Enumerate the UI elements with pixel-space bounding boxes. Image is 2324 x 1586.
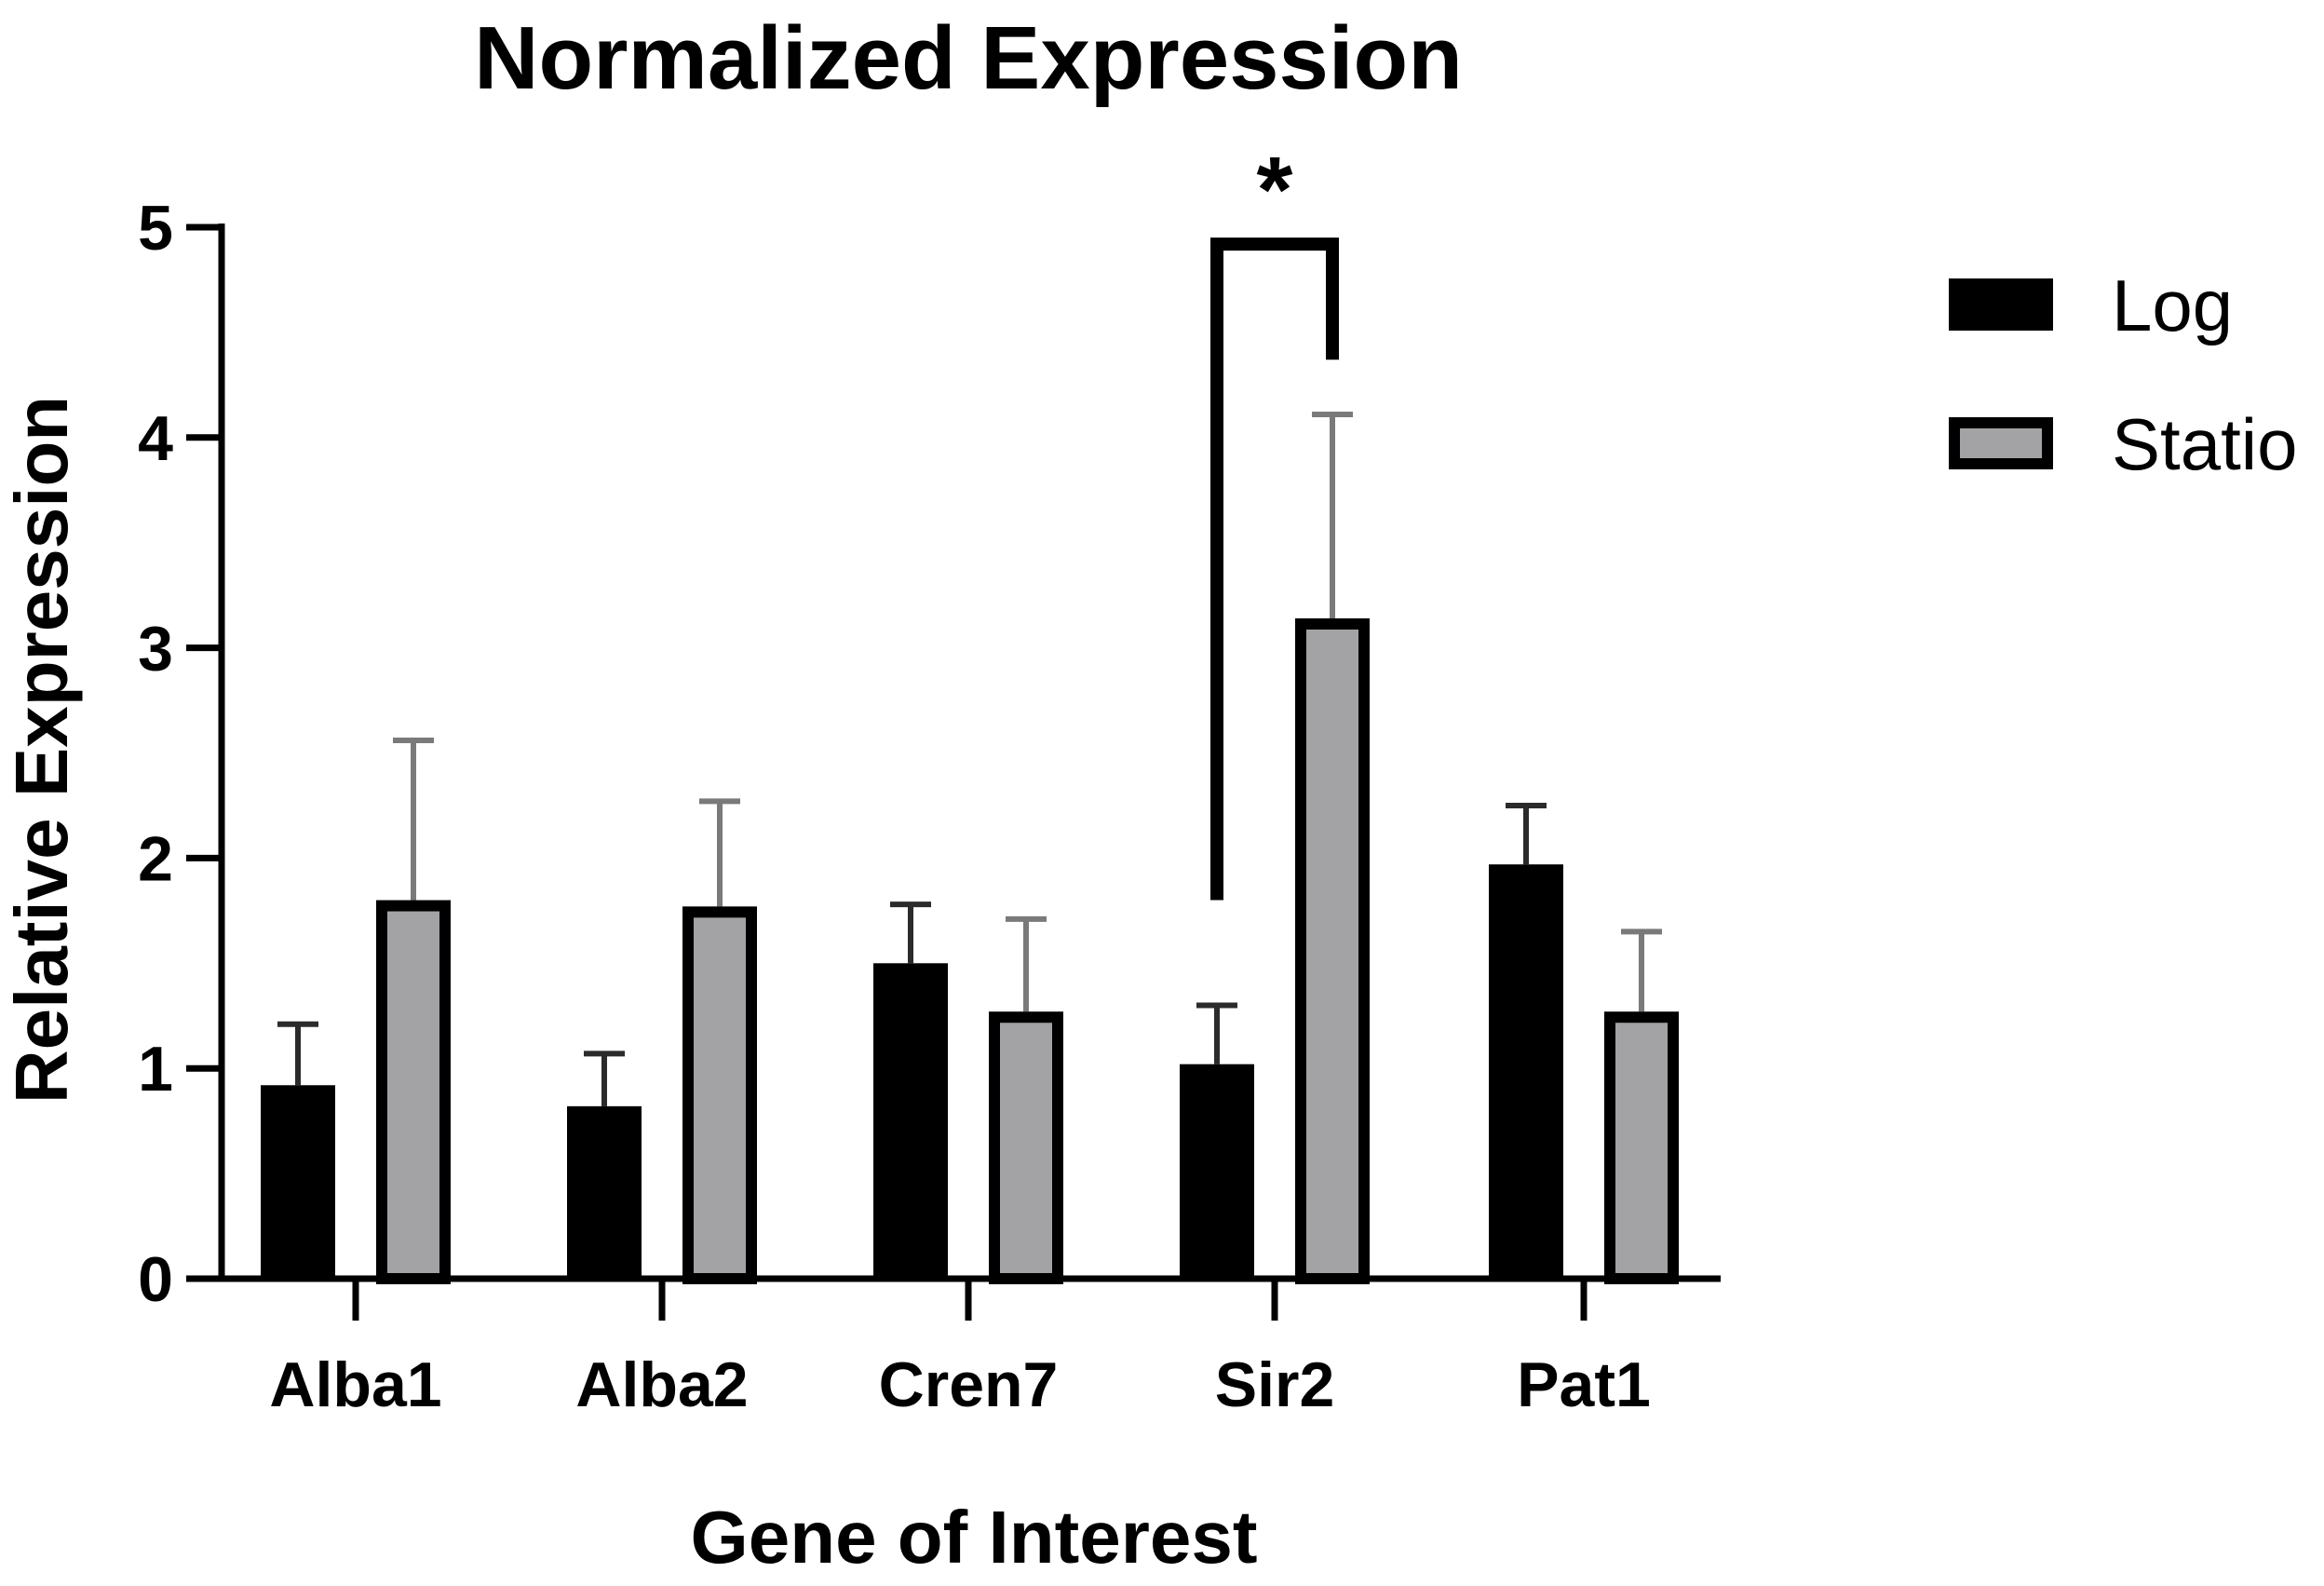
bar-statio-pat1 bbox=[1604, 1011, 1679, 1284]
y-tick-label-4: 4 bbox=[138, 403, 173, 474]
x-axis-title: Gene of Interest bbox=[690, 1496, 1257, 1579]
plot-area: 0 1 2 3 4 5 Alba1 Alba2 Cren7 Sir2 Pat1 * bbox=[138, 138, 1721, 1420]
bar-log-cren7 bbox=[873, 963, 948, 1279]
y-tick-label-5: 5 bbox=[138, 193, 173, 264]
bar-log-alba2 bbox=[567, 1105, 642, 1279]
significance-star: * bbox=[1257, 138, 1293, 242]
x-tick-label-cren7: Cren7 bbox=[879, 1349, 1059, 1420]
y-tick-label-2: 2 bbox=[138, 823, 173, 894]
bar-statio-sir2 bbox=[1295, 617, 1370, 1284]
bar-log-sir2 bbox=[1180, 1064, 1254, 1279]
y-tick-label-3: 3 bbox=[138, 614, 173, 685]
legend-swatch-statio bbox=[1949, 417, 2053, 469]
x-tick-label-alba2: Alba2 bbox=[575, 1349, 748, 1420]
x-tick-label-alba1: Alba1 bbox=[269, 1349, 441, 1420]
bar-statio-alba1 bbox=[376, 900, 451, 1284]
bar-statio-alba2 bbox=[682, 906, 757, 1284]
bar-statio-cren7 bbox=[989, 1011, 1063, 1284]
x-tick-label-pat1: Pat1 bbox=[1517, 1349, 1651, 1420]
chart-title: Normalized Expression bbox=[474, 8, 1463, 108]
legend-label-log: Log bbox=[2112, 264, 2233, 346]
y-tick-label-1: 1 bbox=[138, 1034, 173, 1105]
legend-label-statio: Statio bbox=[2112, 403, 2297, 485]
y-axis-title-group: Relative Expression bbox=[0, 396, 83, 1104]
y-axis-title: Relative Expression bbox=[0, 396, 83, 1104]
significance-bracket bbox=[1210, 237, 1339, 901]
legend: Log Statio bbox=[1949, 264, 2297, 485]
bar-log-pat1 bbox=[1489, 864, 1563, 1279]
bar-log-alba1 bbox=[261, 1085, 335, 1279]
legend-swatch-log bbox=[1949, 278, 2053, 331]
x-tick-label-sir2: Sir2 bbox=[1215, 1349, 1335, 1420]
y-tick-label-0: 0 bbox=[138, 1244, 173, 1315]
